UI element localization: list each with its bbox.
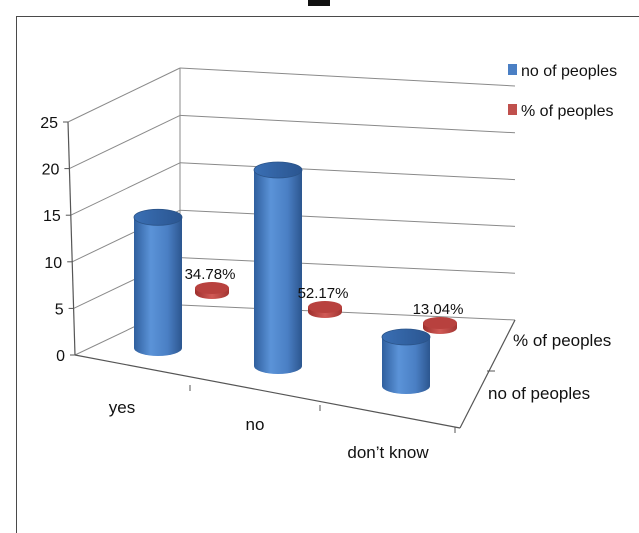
floor-right-edge xyxy=(459,319,516,429)
bar-top xyxy=(253,161,303,179)
chart-walls xyxy=(67,67,516,429)
gridline-side xyxy=(70,162,181,216)
top-marker xyxy=(308,0,330,6)
bar-no-of-peoples-no xyxy=(253,161,303,374)
gridline-back xyxy=(179,257,516,274)
legend-label: % of peoples xyxy=(521,103,614,120)
bar-pct-of-peoples-no: 52.17% xyxy=(298,285,349,318)
bar-no-of-peoples-yes xyxy=(133,208,183,356)
bar-body xyxy=(382,337,430,394)
bar-top xyxy=(308,301,342,313)
y-tick-label: 20 xyxy=(42,162,60,179)
category-axis: yes no don’t know xyxy=(109,385,456,462)
gridline-side xyxy=(69,114,181,170)
gridline-back xyxy=(179,304,516,321)
bar-pct-of-peoples-yes: 34.78% xyxy=(185,266,236,299)
floor-front-edge xyxy=(74,354,461,429)
y-tick-label: 15 xyxy=(43,208,61,225)
depth-label-count: no of peoples xyxy=(488,384,590,403)
bar-pct-of-peoples-dontknow: 13.04% xyxy=(413,301,464,334)
legend: no of peoples % of peoples xyxy=(508,63,617,120)
bar-top xyxy=(381,328,431,346)
legend-swatch xyxy=(508,64,517,75)
depth-label-pct: % of peoples xyxy=(513,331,611,350)
gridline-back xyxy=(179,114,516,134)
gridline-side xyxy=(67,67,181,123)
y-axis-line xyxy=(67,121,76,356)
category-label: no xyxy=(246,415,265,434)
bar-body xyxy=(254,170,302,374)
chart-frame xyxy=(16,16,639,533)
bar-no-of-peoples-dontknow xyxy=(381,328,431,394)
bar-top xyxy=(423,317,457,329)
depth-axis: % of peoples no of peoples xyxy=(487,331,611,403)
bar-body xyxy=(134,217,182,356)
y-tick-label: 0 xyxy=(56,348,65,365)
gridline-back xyxy=(179,209,516,227)
y-tick-label: 10 xyxy=(44,255,62,272)
bar-top xyxy=(195,282,229,294)
y-tick-label: 5 xyxy=(55,301,64,318)
gridline-back xyxy=(179,67,516,87)
bar-top xyxy=(133,208,183,226)
y-axis-ticks: 0 5 10 15 20 25 xyxy=(40,115,75,365)
y-tick-label: 25 xyxy=(40,115,58,132)
category-label: yes xyxy=(109,398,135,417)
data-label: 13.04% xyxy=(413,301,464,318)
data-label: 52.17% xyxy=(298,285,349,302)
data-label: 34.78% xyxy=(185,266,236,283)
bar-series: 34.78% 52.17% 13.04% xyxy=(133,161,464,394)
legend-label: no of peoples xyxy=(521,63,617,80)
legend-swatch xyxy=(508,104,517,115)
category-label: don’t know xyxy=(347,443,429,462)
gridline-back xyxy=(179,162,516,181)
